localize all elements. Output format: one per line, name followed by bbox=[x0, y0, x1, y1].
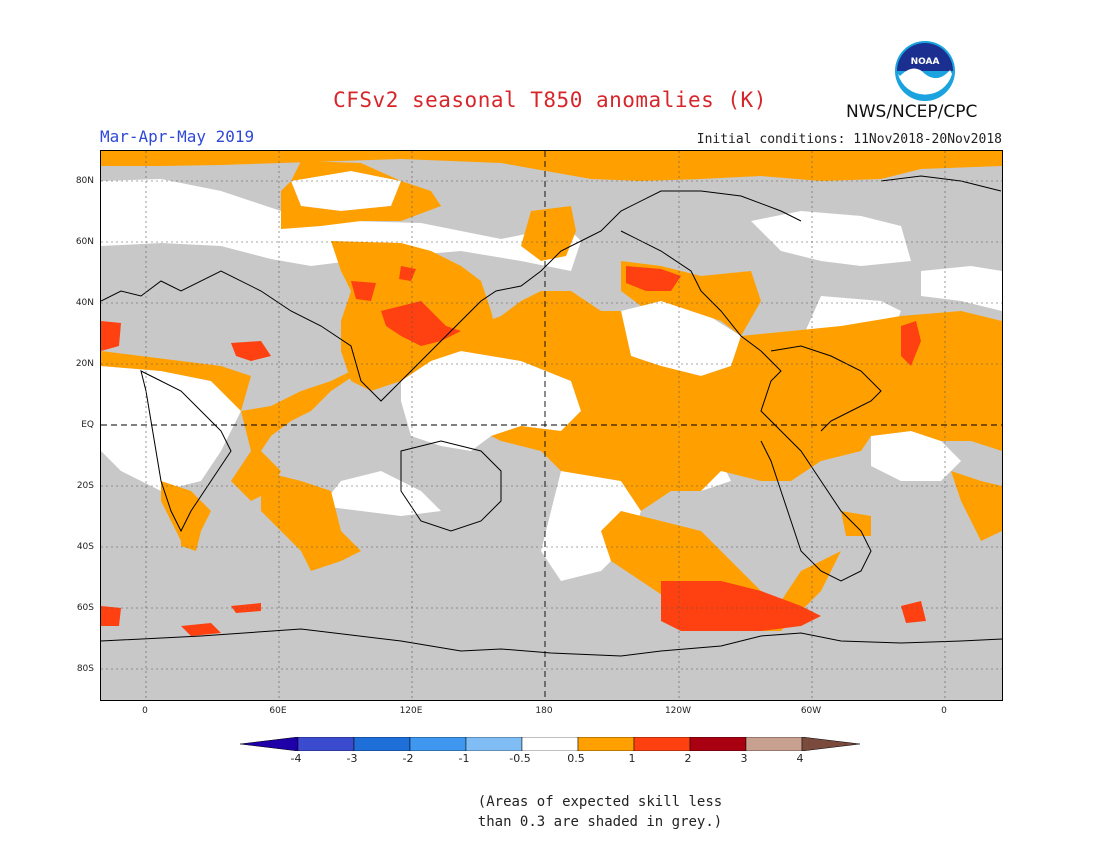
skill-note: (Areas of expected skill less than 0.3 a… bbox=[460, 792, 740, 832]
coastlines bbox=[101, 175, 1002, 657]
colorbar-segment bbox=[521, 737, 579, 751]
svg-text:NOAA: NOAA bbox=[911, 57, 940, 67]
lat-label: EQ bbox=[81, 420, 94, 430]
colorbar-arrow-low bbox=[240, 737, 299, 751]
chart-title: CFSv2 seasonal T850 anomalies (K) bbox=[333, 88, 767, 112]
forecast-period: Mar-Apr-May 2019 bbox=[100, 127, 255, 146]
colorbar bbox=[240, 737, 860, 751]
organization-label: NWS/NCEP/CPC bbox=[846, 102, 978, 122]
skill-note-line: (Areas of expected skill less bbox=[477, 794, 723, 810]
initial-conditions: Initial conditions: 11Nov2018-20Nov2018 bbox=[696, 132, 1002, 147]
colorbar-segment bbox=[297, 737, 355, 751]
lat-label: 20S bbox=[76, 481, 94, 491]
anomaly-map bbox=[100, 150, 1003, 701]
colorbar-segment bbox=[745, 737, 803, 751]
colorbar-segment bbox=[409, 737, 467, 751]
lon-label: 0 bbox=[941, 706, 947, 716]
colorbar-label: -1 bbox=[458, 752, 470, 765]
colorbar-label: -2 bbox=[402, 752, 414, 765]
colorbar-segment bbox=[689, 737, 747, 751]
colorbar-segment bbox=[465, 737, 523, 751]
colorbar-arrow-high bbox=[801, 737, 860, 751]
lon-label: 60W bbox=[800, 706, 822, 716]
colorbar-segment bbox=[577, 737, 635, 751]
lon-label: 120E bbox=[399, 706, 423, 716]
colorbar-label: -3 bbox=[346, 752, 358, 765]
colorbar-segment bbox=[633, 737, 691, 751]
map-canvas bbox=[101, 151, 1002, 700]
lon-label: 0 bbox=[142, 706, 148, 716]
colorbar-label: 1 bbox=[628, 752, 636, 765]
lon-label: 120W bbox=[664, 706, 692, 716]
lon-label: 60E bbox=[269, 706, 287, 716]
lat-label: 40S bbox=[76, 542, 94, 552]
lon-label: 180 bbox=[535, 706, 553, 716]
colorbar-segment bbox=[353, 737, 411, 751]
colorbar-label: 0.5 bbox=[567, 752, 585, 765]
colorbar-label: 3 bbox=[740, 752, 748, 765]
lat-label: 80N bbox=[75, 176, 94, 186]
colorbar-label: 4 bbox=[796, 752, 804, 765]
lat-label: 20N bbox=[75, 359, 94, 369]
colorbar-label: -4 bbox=[290, 752, 302, 765]
lat-label: 80S bbox=[76, 664, 94, 674]
warm-anomaly-areas bbox=[101, 151, 1002, 631]
strong-warm-anomaly-areas bbox=[101, 266, 926, 636]
lat-label: 60S bbox=[76, 603, 94, 613]
lat-label: 40N bbox=[75, 298, 94, 308]
colorbar-label: -0.5 bbox=[509, 752, 531, 765]
graticule bbox=[101, 151, 1002, 700]
noaa-logo-icon: NOAA bbox=[895, 41, 955, 101]
colorbar-label: 2 bbox=[684, 752, 692, 765]
lat-label: 60N bbox=[75, 237, 94, 247]
skill-note-line: than 0.3 are shaded in grey.) bbox=[477, 814, 723, 830]
reference-lines bbox=[101, 151, 1002, 700]
